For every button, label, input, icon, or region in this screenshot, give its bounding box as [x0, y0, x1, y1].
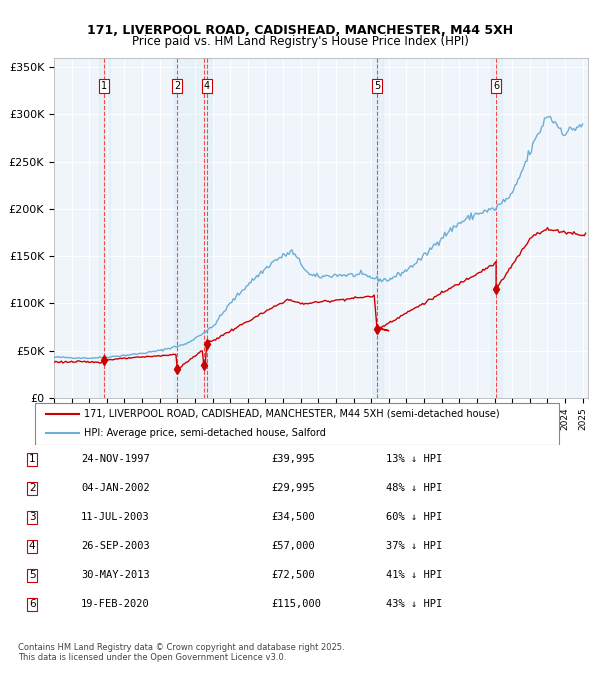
- Text: 5: 5: [29, 571, 35, 580]
- Text: £29,995: £29,995: [271, 483, 315, 494]
- Text: HPI: Average price, semi-detached house, Salford: HPI: Average price, semi-detached house,…: [84, 428, 326, 438]
- Text: 171, LIVERPOOL ROAD, CADISHEAD, MANCHESTER, M44 5XH: 171, LIVERPOOL ROAD, CADISHEAD, MANCHEST…: [87, 24, 513, 37]
- Text: 6: 6: [29, 599, 35, 609]
- Text: £115,000: £115,000: [271, 599, 321, 609]
- Text: 171, LIVERPOOL ROAD, CADISHEAD, MANCHESTER, M44 5XH (semi-detached house): 171, LIVERPOOL ROAD, CADISHEAD, MANCHEST…: [84, 409, 500, 419]
- Text: 2: 2: [29, 483, 35, 494]
- Text: Price paid vs. HM Land Registry's House Price Index (HPI): Price paid vs. HM Land Registry's House …: [131, 35, 469, 48]
- Bar: [98, 58, 110, 398]
- Text: 24-NOV-1997: 24-NOV-1997: [81, 454, 150, 464]
- Text: Contains HM Land Registry data © Crown copyright and database right 2025.
This d: Contains HM Land Registry data © Crown c…: [18, 643, 344, 662]
- Text: 48% ↓ HPI: 48% ↓ HPI: [386, 483, 443, 494]
- Text: 1: 1: [101, 81, 107, 91]
- Text: 5: 5: [374, 81, 380, 91]
- Text: 1: 1: [29, 454, 35, 464]
- Bar: [491, 58, 502, 398]
- Text: 6: 6: [493, 81, 499, 91]
- Bar: [372, 58, 383, 398]
- Text: £34,500: £34,500: [271, 513, 315, 522]
- Text: 30-MAY-2013: 30-MAY-2013: [81, 571, 150, 580]
- FancyBboxPatch shape: [35, 403, 559, 445]
- Text: £72,500: £72,500: [271, 571, 315, 580]
- Text: 26-SEP-2003: 26-SEP-2003: [81, 541, 150, 551]
- Text: 19-FEB-2020: 19-FEB-2020: [81, 599, 150, 609]
- Text: 2: 2: [174, 81, 181, 91]
- Text: £57,000: £57,000: [271, 541, 315, 551]
- Text: 43% ↓ HPI: 43% ↓ HPI: [386, 599, 443, 609]
- Text: 04-JAN-2002: 04-JAN-2002: [81, 483, 150, 494]
- Text: 41% ↓ HPI: 41% ↓ HPI: [386, 571, 443, 580]
- Text: 3: 3: [29, 513, 35, 522]
- Text: 13% ↓ HPI: 13% ↓ HPI: [386, 454, 443, 464]
- Text: 37% ↓ HPI: 37% ↓ HPI: [386, 541, 443, 551]
- Text: £39,995: £39,995: [271, 454, 315, 464]
- Text: 11-JUL-2003: 11-JUL-2003: [81, 513, 150, 522]
- Text: 4: 4: [29, 541, 35, 551]
- Text: 60% ↓ HPI: 60% ↓ HPI: [386, 513, 443, 522]
- Bar: [174, 58, 212, 398]
- Text: 4: 4: [203, 81, 210, 91]
